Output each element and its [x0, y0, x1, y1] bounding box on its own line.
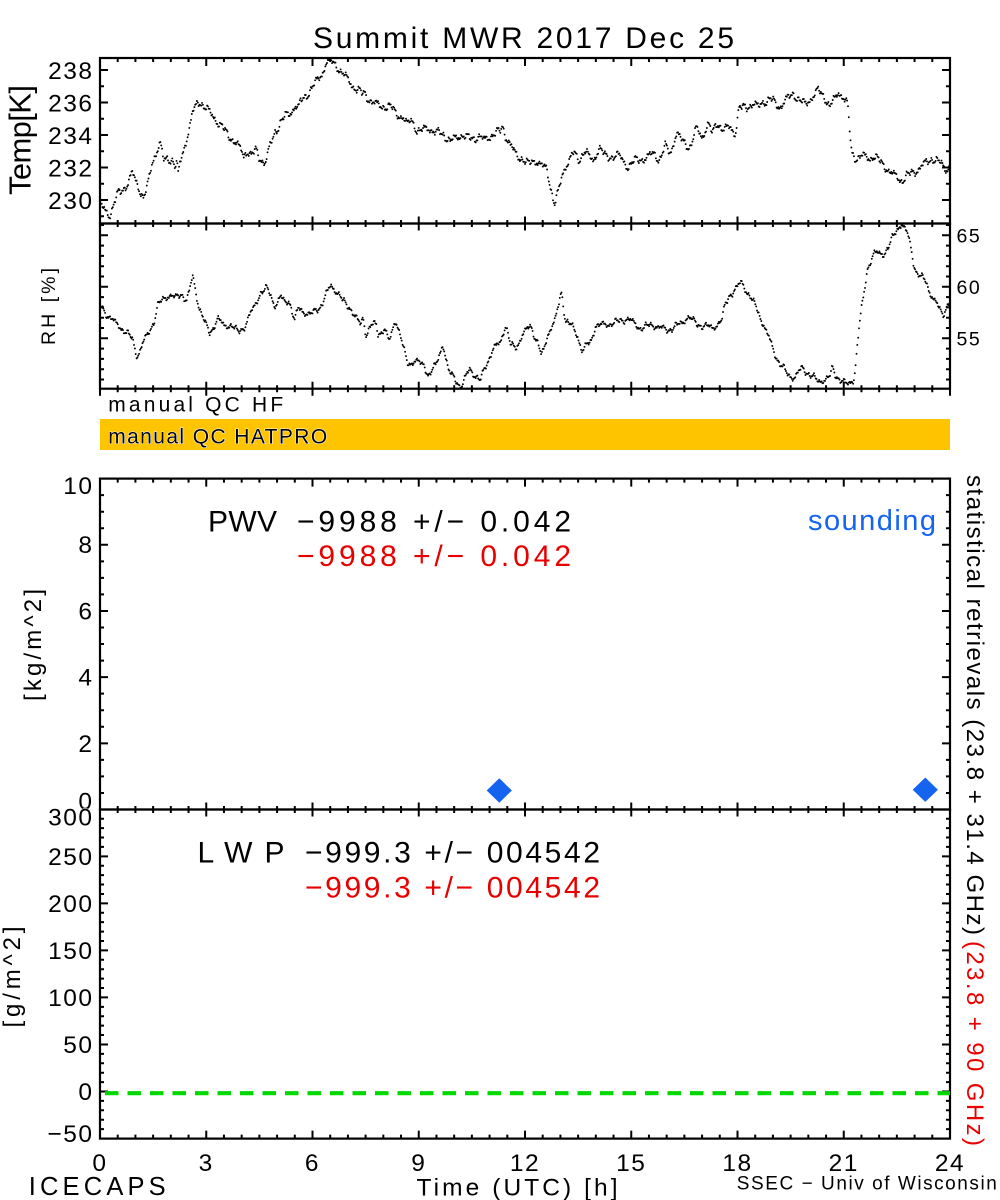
- svg-text:sounding: sounding: [808, 505, 936, 537]
- svg-text:236: 236: [48, 91, 93, 118]
- svg-text:2: 2: [78, 731, 93, 758]
- svg-text:24: 24: [935, 1150, 965, 1177]
- svg-text:238: 238: [48, 58, 93, 85]
- svg-text:0: 0: [78, 1079, 93, 1106]
- svg-text:3: 3: [199, 1150, 214, 1177]
- svg-text:6: 6: [78, 598, 93, 625]
- svg-text:0: 0: [78, 788, 93, 815]
- svg-text:[g/m^2]: [g/m^2]: [0, 927, 26, 1028]
- svg-text:−9988 +/− 0.042: −9988 +/− 0.042: [297, 506, 571, 539]
- svg-text:−999.3 +/− 004542: −999.3 +/− 004542: [305, 837, 600, 870]
- svg-text:150: 150: [48, 938, 93, 965]
- svg-text:4: 4: [78, 665, 93, 692]
- svg-text:8: 8: [78, 532, 93, 559]
- svg-text:−999.3 +/− 004542: −999.3 +/− 004542: [305, 872, 600, 905]
- svg-text:55: 55: [957, 328, 982, 350]
- svg-text:manual QC HF: manual QC HF: [108, 394, 283, 417]
- svg-text:50: 50: [63, 1032, 93, 1059]
- svg-text:10: 10: [63, 473, 93, 500]
- svg-text:0: 0: [92, 1150, 107, 1177]
- svg-text:200: 200: [48, 891, 93, 918]
- svg-text:100: 100: [48, 985, 93, 1012]
- svg-text:(23.8 + 90 GHz): (23.8 + 90 GHz): [961, 941, 988, 1146]
- svg-text:21: 21: [829, 1150, 859, 1177]
- svg-text:statistical retrievals (23.8 +: statistical retrievals (23.8 + 31.4 GHz): [961, 475, 988, 935]
- svg-text:300: 300: [48, 805, 93, 832]
- svg-text:−9988 +/− 0.042: −9988 +/− 0.042: [297, 540, 571, 573]
- svg-text:12: 12: [510, 1150, 540, 1177]
- svg-text:65: 65: [957, 225, 982, 247]
- svg-text:Time (UTC) [h]: Time (UTC) [h]: [417, 1175, 618, 1200]
- svg-text:LWP: LWP: [198, 837, 285, 870]
- svg-text:PWV: PWV: [208, 506, 277, 539]
- svg-text:250: 250: [48, 844, 93, 871]
- svg-text:234: 234: [48, 123, 93, 150]
- svg-text:[kg/m^2]: [kg/m^2]: [20, 589, 47, 701]
- svg-text:ICECAPS: ICECAPS: [29, 1173, 166, 1200]
- svg-text:6: 6: [305, 1150, 320, 1177]
- svg-text:9: 9: [411, 1150, 426, 1177]
- svg-text:manual QC HATPRO: manual QC HATPRO: [108, 426, 327, 449]
- svg-text:−50: −50: [47, 1121, 93, 1148]
- svg-text:SSEC − Univ of Wisconsin: SSEC − Univ of Wisconsin: [737, 1173, 997, 1194]
- svg-text:RH [%]: RH [%]: [38, 268, 60, 345]
- svg-text:60: 60: [957, 277, 982, 299]
- svg-text:232: 232: [48, 156, 93, 183]
- svg-text:230: 230: [48, 188, 93, 215]
- svg-text:Temp[K]: Temp[K]: [3, 85, 38, 195]
- svg-text:18: 18: [722, 1150, 752, 1177]
- svg-text:15: 15: [616, 1150, 646, 1177]
